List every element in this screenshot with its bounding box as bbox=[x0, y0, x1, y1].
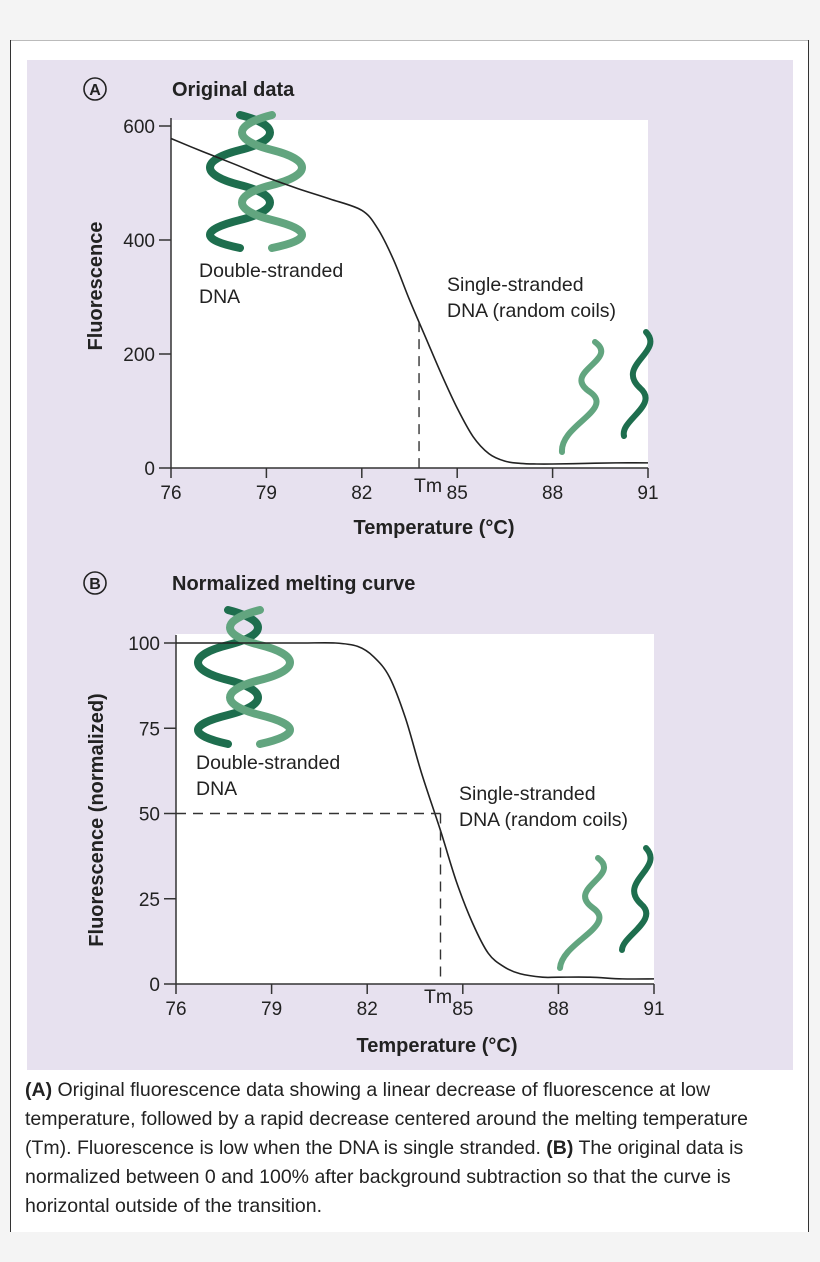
panel-a-title: Original data bbox=[172, 79, 295, 101]
panel-a-x-tick-label: 88 bbox=[542, 483, 563, 504]
panel-b-dsdna-label-line1: Double-stranded bbox=[196, 752, 340, 774]
panel-b-y-tick-label: 0 bbox=[149, 975, 160, 996]
frame-top-border bbox=[10, 40, 809, 41]
panel-a-badge bbox=[83, 77, 107, 101]
panel-b-dsdna-label-line2: DNA bbox=[196, 778, 237, 800]
panel-a-x-tick-label: 79 bbox=[256, 483, 277, 504]
panel-b-y-tick-label: 75 bbox=[139, 719, 160, 740]
panel-a-x-tick-label: 82 bbox=[351, 483, 372, 504]
panel-b-melting-curve bbox=[176, 641, 655, 980]
panel-b-x-axis-title: Temperature (°C) bbox=[357, 1035, 518, 1057]
panel-b-y-tick-label: 25 bbox=[139, 890, 160, 911]
panel-b-ssdna-label-line2: DNA (random coils) bbox=[459, 809, 628, 831]
panel-b-x-tick-label: 91 bbox=[643, 999, 664, 1020]
panel-a-tm-label: Tm bbox=[414, 475, 442, 497]
panel-b-y-tick-label: 100 bbox=[128, 634, 160, 655]
panel-b-ssdna-label-line1: Single-stranded bbox=[459, 783, 596, 805]
panel-b-x-tick-label: 85 bbox=[452, 999, 473, 1020]
panel-b-x-tick-label: 82 bbox=[357, 999, 378, 1020]
panel-a-y-tick-label: 600 bbox=[123, 117, 155, 138]
single-strand-icon-a bbox=[559, 329, 654, 455]
panel-b-badge bbox=[83, 571, 107, 595]
panel-a-x-tick-label: 91 bbox=[637, 483, 658, 504]
frame-right-border bbox=[808, 40, 809, 1232]
caption-a-text: Original fluorescence data showing a lin… bbox=[25, 1079, 749, 1159]
caption-a-label: (A) bbox=[25, 1079, 53, 1101]
double-helix-icon-a bbox=[206, 111, 306, 252]
panel-a-x-axis-title: Temperature (°C) bbox=[354, 517, 515, 539]
panel-b-y-tick-label: 50 bbox=[139, 805, 160, 826]
chart-dynamic-marks: 0 200 400 600 76 79 82 85 88 91 0 25 50 75 100 76 79 82 85… bbox=[123, 117, 664, 1020]
caption-b-text: The original data is normalized between … bbox=[25, 1137, 744, 1217]
panel-b-x-tick-label: 88 bbox=[548, 999, 569, 1020]
panel-b-title: Normalized melting curve bbox=[172, 573, 415, 595]
panel-b-letter: B bbox=[89, 576, 101, 593]
panel-a-ssdna-label-line2: DNA (random coils) bbox=[447, 300, 616, 322]
panel-a-plot-area bbox=[171, 120, 648, 468]
double-helix-icon-b bbox=[194, 606, 294, 748]
panel-b-x-tick-label: 76 bbox=[165, 999, 186, 1020]
panel-a-y-tick-label: 200 bbox=[123, 345, 155, 366]
panel-a-letter: A bbox=[89, 82, 101, 99]
panel-a-dsdna-label-line2: DNA bbox=[199, 286, 240, 308]
panel-a-y-tick-label: 0 bbox=[144, 459, 155, 480]
panel-b-tm-label: Tm bbox=[424, 986, 452, 1008]
panel-a-y-axis-title: Fluorescence bbox=[85, 222, 107, 351]
figure-caption: (A) Original fluorescence data showing a… bbox=[25, 1076, 795, 1221]
panel-a-dsdna-label-line1: Double-stranded bbox=[199, 260, 343, 282]
panel-b-x-tick-label: 79 bbox=[261, 999, 282, 1020]
single-strand-icon-b bbox=[557, 845, 654, 971]
frame-left-border bbox=[10, 40, 11, 1232]
panel-a-y-tick-label: 400 bbox=[123, 231, 155, 252]
caption-b-label: (B) bbox=[546, 1137, 574, 1159]
panel-b-y-axis-title: Fluorescence (normalized) bbox=[86, 693, 108, 946]
panel-a-melting-curve bbox=[170, 137, 649, 465]
panel-a-x-tick-label: 76 bbox=[160, 483, 181, 504]
panel-a-x-tick-label: 85 bbox=[447, 483, 468, 504]
panel-a-ssdna-label-line1: Single-stranded bbox=[447, 274, 584, 296]
